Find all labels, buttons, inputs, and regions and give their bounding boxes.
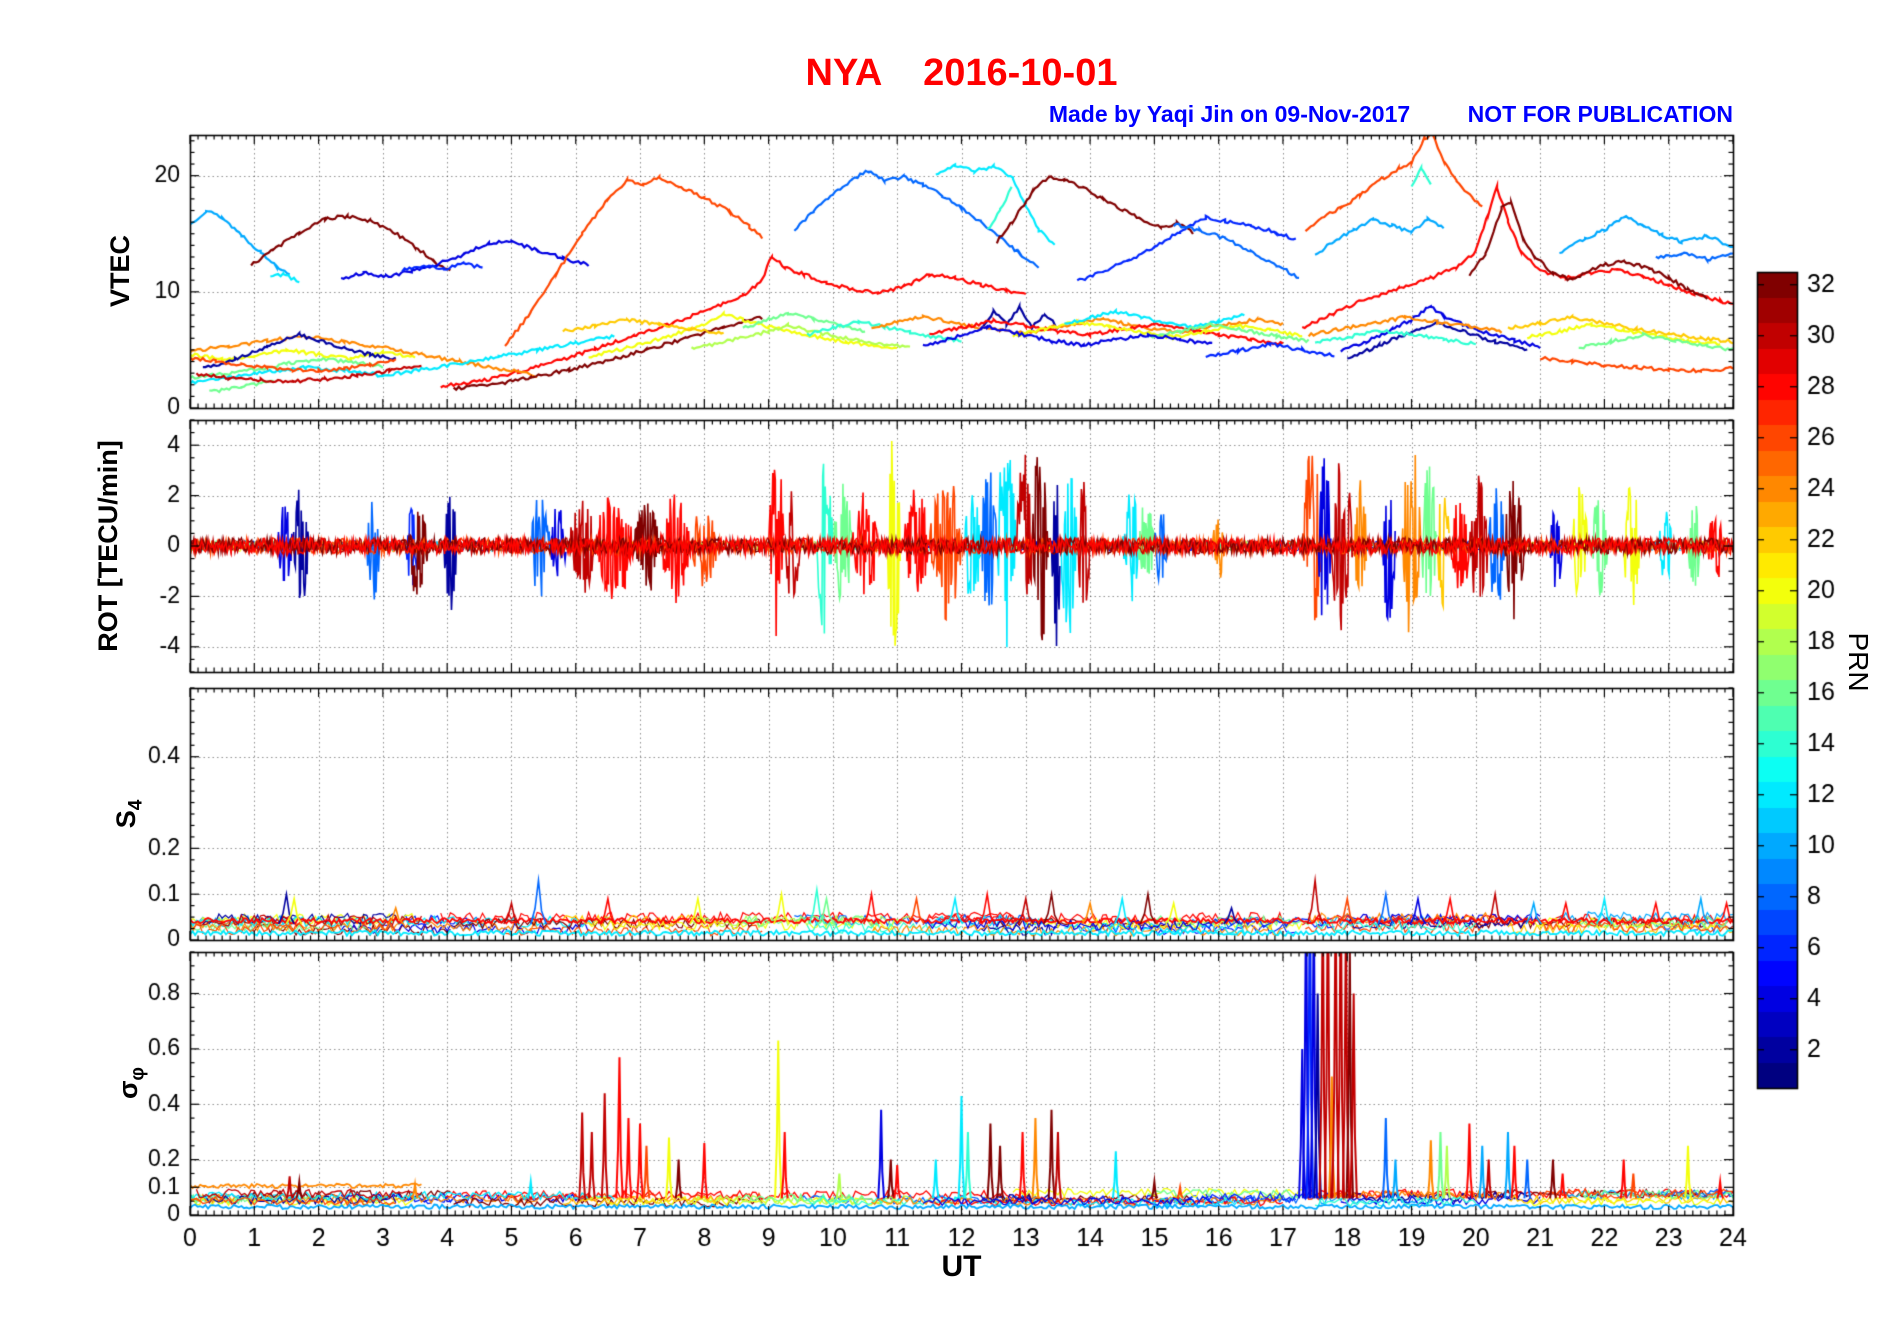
s4-label-main: S (111, 810, 141, 829)
page-title: NYA 2016-10-01 (805, 52, 1118, 94)
sigma-label-sub: φ (127, 1066, 149, 1081)
prn-colorbar-label: PRN (1843, 632, 1874, 692)
sigma-label-main: σ (113, 1080, 143, 1100)
credit-note: Made by Yaqi Jin on 09-Nov-2017 NOT FOR … (1048, 101, 1733, 127)
rot-axis-label: ROT [TECU/min] (93, 440, 123, 652)
s4-axis-label: S4 (108, 754, 147, 874)
vtec-axis-label: VTEC (105, 235, 135, 308)
sigma-phi-axis-label: σφ (110, 1023, 149, 1143)
ut-axis-label: UT (941, 1250, 982, 1283)
s4-label-sub: 4 (125, 799, 147, 811)
